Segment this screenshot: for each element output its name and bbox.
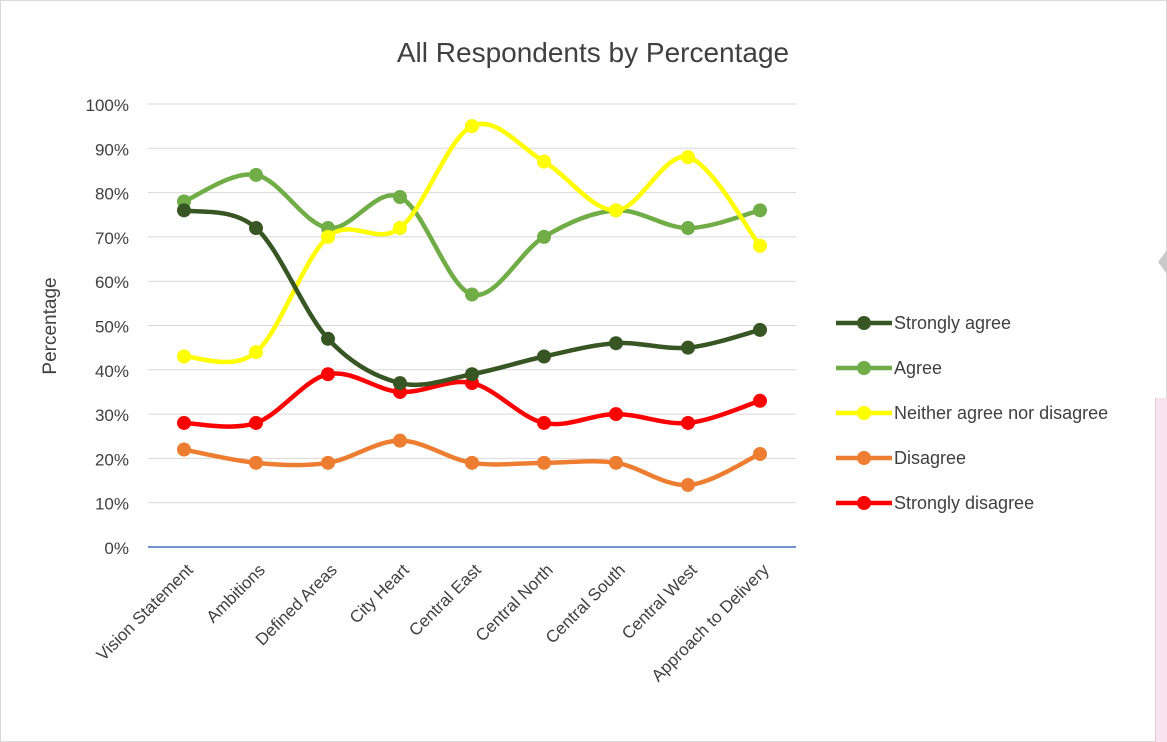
y-tick-label: 60% — [95, 273, 129, 292]
data-point — [681, 340, 695, 355]
data-point — [321, 367, 335, 382]
series-line — [181, 172, 763, 298]
data-point — [249, 345, 263, 360]
data-point — [537, 415, 551, 430]
data-point — [249, 167, 263, 182]
y-tick-label: 40% — [95, 362, 129, 381]
legend-label: Strongly disagree — [894, 493, 1034, 513]
y-tick-label: 0% — [104, 539, 129, 558]
data-point — [681, 150, 695, 165]
legend-item[interactable]: Strongly disagree — [836, 493, 1034, 513]
legend-swatch-marker — [857, 406, 871, 420]
data-point — [465, 119, 479, 134]
data-point — [753, 322, 767, 337]
data-point — [249, 415, 263, 430]
legend-label: Disagree — [894, 448, 966, 468]
data-point — [249, 455, 263, 470]
data-point — [609, 203, 623, 218]
series-disagree — [177, 433, 767, 492]
legend-item[interactable]: Strongly agree — [836, 313, 1011, 333]
side-panel-edge — [1155, 398, 1167, 742]
data-point — [321, 331, 335, 346]
y-tick-label: 80% — [95, 185, 129, 204]
data-point — [681, 415, 695, 430]
data-point — [249, 221, 263, 236]
y-axis-ticks: 0% 10% 20% 30% 40% 50% 60% 70% 80% 90% 100% — [86, 96, 129, 558]
data-point — [609, 455, 623, 470]
y-tick-label: 90% — [95, 140, 129, 159]
data-point — [393, 433, 407, 448]
series-strongly-agree — [177, 203, 767, 391]
data-point — [321, 229, 335, 244]
data-point — [537, 229, 551, 244]
data-point — [537, 154, 551, 169]
series-line — [181, 208, 763, 388]
legend-label: Agree — [894, 358, 942, 378]
y-tick-label: 20% — [95, 450, 129, 469]
legend-swatch-marker — [857, 496, 871, 510]
legend-label: Strongly agree — [894, 313, 1011, 333]
y-tick-label: 10% — [95, 495, 129, 514]
data-point — [537, 455, 551, 470]
data-point — [465, 455, 479, 470]
collapse-arrow-icon[interactable] — [1158, 250, 1167, 274]
data-point — [177, 415, 191, 430]
data-point — [393, 376, 407, 391]
legend: Strongly agree Agree Neither agree nor dis… — [836, 313, 1108, 513]
data-point — [393, 190, 407, 205]
legend-swatch-marker — [857, 361, 871, 375]
data-point — [465, 287, 479, 302]
data-point — [753, 238, 767, 253]
data-point — [321, 455, 335, 470]
data-point — [609, 336, 623, 351]
y-tick-label: 100% — [86, 96, 129, 115]
chart-title: All Respondents by Percentage — [397, 37, 789, 68]
legend-item[interactable]: Neither agree nor disagree — [836, 403, 1108, 423]
series-lines — [177, 119, 767, 492]
y-axis-title: Percentage — [40, 277, 61, 374]
y-tick-label: 30% — [95, 406, 129, 425]
y-tick-label: 50% — [95, 318, 129, 337]
data-point — [177, 442, 191, 457]
data-point — [681, 221, 695, 236]
data-point — [537, 349, 551, 364]
data-point — [753, 446, 767, 461]
data-point — [609, 407, 623, 422]
series-neither-agree-nor-disagree — [177, 119, 767, 365]
data-point — [393, 221, 407, 236]
legend-swatch-marker — [857, 451, 871, 465]
legend-label: Neither agree nor disagree — [894, 403, 1108, 423]
legend-swatch-marker — [857, 316, 871, 330]
data-point — [681, 477, 695, 492]
legend-item[interactable]: Disagree — [836, 448, 966, 468]
data-point — [465, 367, 479, 382]
data-point — [177, 203, 191, 218]
data-point — [753, 203, 767, 218]
y-tick-label: 70% — [95, 229, 129, 248]
legend-item[interactable]: Agree — [836, 358, 942, 378]
data-point — [753, 393, 767, 408]
data-point — [177, 349, 191, 364]
